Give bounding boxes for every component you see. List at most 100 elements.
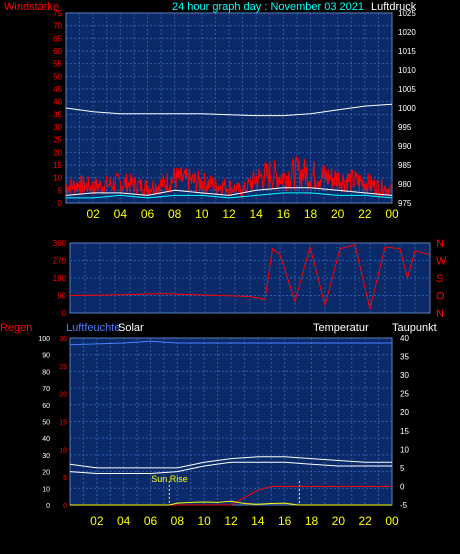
humidity-tick-label: 70 [42, 386, 50, 393]
temperature-axis-title: Temperatur [313, 322, 369, 334]
plot-area [65, 12, 393, 204]
wind-tick-label: 15 [53, 161, 62, 170]
hour-tick-label: 06 [141, 207, 155, 221]
wind-tick-label: 60 [53, 47, 62, 56]
wind-tick-label: 50 [53, 72, 62, 81]
direction-tick-label: 270 [53, 257, 67, 266]
temperature-tick-label: 20 [400, 408, 409, 417]
pressure-tick-label: 1000 [398, 104, 416, 113]
direction-tick-label: 360 [53, 239, 67, 248]
wind-tick-label: 10 [53, 174, 62, 183]
humidity-tick-label: 30 [42, 453, 50, 460]
humidity-tick-label: 80 [42, 369, 50, 376]
humidity-tick-label: 100 [38, 336, 50, 343]
pressure-axis-title: Luftdruck [371, 1, 417, 13]
rain-tick-label: 30 [59, 336, 67, 343]
wind-tick-label: 75 [53, 9, 62, 18]
bottom-series-3 [70, 485, 392, 506]
hour-tick-label: 00 [385, 207, 399, 221]
dewpoint-axis-title: Taupunkt [392, 322, 437, 334]
wind-tick-label: 65 [53, 34, 62, 43]
wind-gust-series [65, 155, 393, 199]
hour-tick-label: 10 [195, 207, 209, 221]
rain-humidity-temp-panel: 0102030405060708090100051015202530-50510… [38, 334, 409, 528]
direction-tick-label: 180 [53, 274, 67, 283]
pressure-tick-label: 985 [398, 161, 412, 170]
hour-tick-label: 08 [168, 207, 182, 221]
wind-tick-label: 30 [53, 123, 62, 132]
hour-tick-label: 00 [385, 514, 399, 528]
bottom-series-4 [70, 500, 392, 506]
humidity-tick-label: 10 [42, 486, 50, 493]
pressure-tick-label: 980 [398, 180, 412, 189]
hour-tick-label: 14 [249, 207, 263, 221]
solar-axis-title: Solar [118, 322, 144, 334]
humidity-axis-title: Luftfeuchte [66, 322, 120, 334]
humidity-tick-label: 50 [42, 420, 50, 427]
hour-tick-label: 18 [304, 207, 318, 221]
bottom-series-2 [69, 461, 392, 474]
temperature-tick-label: 30 [400, 371, 409, 380]
hour-tick-label: 18 [305, 514, 319, 528]
direction-tick-label: 90 [57, 292, 66, 301]
temperature-tick-label: 15 [400, 427, 409, 436]
humidity-tick-label: 0 [46, 503, 50, 510]
wind-tick-label: 20 [53, 148, 62, 157]
temperature-tick-label: 10 [400, 445, 409, 454]
hour-tick-label: 08 [171, 514, 185, 528]
temperature-tick-label: -5 [400, 501, 408, 510]
pressure-tick-label: 1010 [398, 66, 416, 75]
hour-tick-label: 12 [222, 207, 236, 221]
rain-tick-label: 10 [59, 447, 67, 454]
humidity-tick-label: 90 [42, 353, 50, 360]
rain-tick-label: 15 [59, 420, 67, 427]
wind-tick-label: 45 [53, 85, 62, 94]
compass-label: S [436, 273, 443, 285]
wind-tick-label: 5 [58, 186, 63, 195]
temperature-tick-label: 5 [400, 464, 405, 473]
humidity-tick-label: 40 [42, 436, 50, 443]
hour-tick-label: 12 [224, 514, 238, 528]
graph-title: 24 hour graph day : November 03 2021 [172, 1, 364, 13]
sun-rise-annotation: Sun Rise [151, 474, 188, 484]
rain-tick-label: 0 [63, 503, 67, 510]
compass-label: N [436, 238, 444, 250]
wind-series-2 [65, 187, 393, 196]
pressure-tick-label: 975 [398, 199, 412, 208]
temperature-tick-label: 0 [400, 482, 405, 491]
hour-tick-label: 16 [278, 514, 292, 528]
rain-tick-label: 25 [59, 364, 67, 371]
hour-tick-label: 20 [331, 207, 345, 221]
rain-tick-label: 20 [59, 392, 67, 399]
hour-tick-label: 02 [90, 514, 104, 528]
hour-tick-label: 16 [277, 207, 291, 221]
wind-tick-label: 40 [53, 98, 62, 107]
hour-tick-label: 22 [358, 207, 372, 221]
temperature-tick-label: 25 [400, 390, 409, 399]
wind-series-0 [65, 103, 393, 117]
compass-label: O [436, 291, 445, 303]
hour-tick-label: 06 [144, 514, 158, 528]
humidity-tick-label: 60 [42, 403, 50, 410]
hour-tick-label: 04 [114, 207, 128, 221]
hour-tick-label: 04 [117, 514, 131, 528]
pressure-tick-label: 1015 [398, 47, 416, 56]
wind-tick-label: 70 [53, 22, 62, 31]
pressure-tick-label: 1020 [398, 28, 416, 37]
pressure-tick-label: 1005 [398, 85, 416, 94]
temperature-tick-label: 40 [400, 334, 409, 343]
bottom-series-1 [69, 456, 392, 469]
wind-direction-series [69, 244, 431, 310]
hour-tick-label: 02 [86, 207, 100, 221]
wind-series-3 [66, 192, 393, 199]
pressure-tick-label: 995 [398, 123, 412, 132]
hour-tick-label: 20 [332, 514, 346, 528]
rain-axis-title: Regen [0, 322, 32, 334]
pressure-tick-label: 1025 [398, 9, 416, 18]
wind-tick-label: 25 [53, 136, 62, 145]
wind-tick-label: 55 [53, 60, 62, 69]
compass-label: W [436, 256, 447, 268]
temperature-tick-label: 35 [400, 353, 409, 362]
hour-tick-label: 22 [358, 514, 372, 528]
